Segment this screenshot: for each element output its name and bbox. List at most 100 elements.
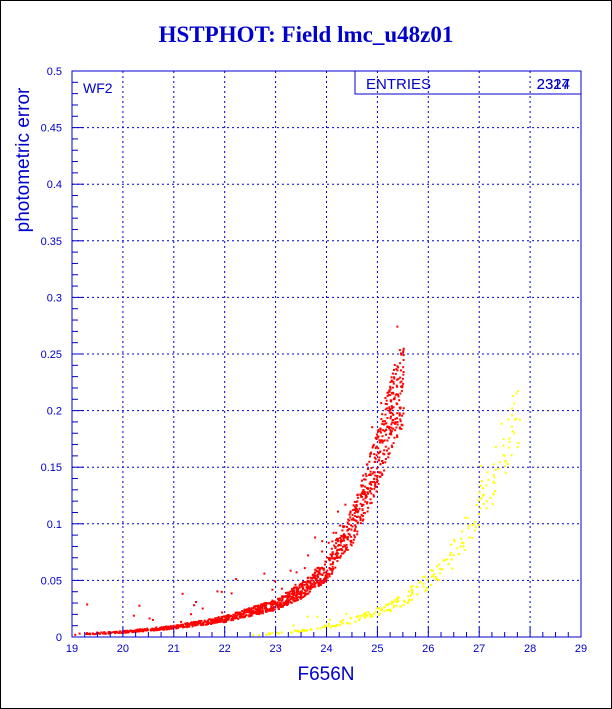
data-point [272,600,275,603]
data-point [163,625,166,628]
data-point [232,617,235,620]
data-point [392,414,395,416]
data-point [431,569,434,572]
data-point [381,435,384,438]
data-point [395,426,398,429]
data-point [188,625,191,628]
data-point [485,507,488,510]
data-point [373,612,376,615]
data-point [416,593,419,596]
data-point [263,572,266,575]
data-point [317,576,320,578]
data-point [339,537,342,539]
stats-entries-value-2: 2314 [537,76,570,93]
data-point [337,556,340,559]
data-point [269,632,271,635]
data-point [302,587,305,590]
data-point [377,451,380,454]
data-point [257,604,260,607]
data-point [466,516,469,519]
data-point [492,492,495,495]
data-point [160,626,163,629]
data-point [369,470,372,473]
data-point [87,633,89,635]
data-point [304,592,307,595]
data-point [93,633,96,636]
data-point [397,600,400,603]
data-point [366,487,369,490]
data-point [294,583,297,586]
data-point [336,551,338,554]
data-point [392,382,395,385]
data-point [399,381,402,384]
data-point [248,614,251,617]
data-point [376,607,379,610]
data-point [292,624,295,627]
data-point [252,607,255,610]
data-point [241,610,244,613]
data-point [356,500,359,503]
data-point [390,405,393,408]
data-point [146,627,149,630]
data-point [262,602,265,605]
data-point [306,576,309,579]
data-point [402,373,405,376]
data-point [410,586,413,589]
data-point [375,438,378,440]
data-point [317,566,320,569]
data-point [273,580,276,583]
data-point [259,610,262,613]
data-point [461,530,464,533]
data-point [477,524,480,526]
data-point [313,573,316,576]
x-tick-label: 28 [524,643,536,655]
data-point [373,453,376,456]
data-point [343,534,346,537]
data-point [319,573,322,576]
data-point [267,602,270,605]
data-point [277,632,280,635]
data-point [302,592,305,595]
data-point [266,609,269,612]
data-point [376,475,379,478]
data-point [503,465,506,468]
data-point [340,538,343,541]
data-point [283,604,286,606]
data-point [297,596,300,599]
data-point [85,632,88,635]
data-point [494,446,497,449]
data-point [227,618,230,621]
data-point [334,553,337,556]
data-point [328,622,330,625]
data-point [340,534,343,537]
data-point [326,576,329,579]
data-point [396,369,399,372]
data-point [329,618,331,621]
data-point [314,582,317,585]
data-point [446,558,449,561]
data-point [366,491,369,494]
data-point [244,615,246,618]
data-point [379,431,382,434]
data-point [351,525,354,528]
data-point [354,529,357,532]
data-point [203,619,206,622]
data-point [383,439,386,442]
data-point [314,574,317,577]
data-point [250,607,253,610]
data-point [386,609,388,612]
data-point [248,611,251,613]
data-point [237,611,240,614]
data-point [500,422,503,425]
data-point [341,552,343,555]
data-point [387,447,390,450]
data-point [159,628,161,631]
data-point [196,623,199,626]
data-point [304,629,307,632]
data-point [360,513,363,516]
data-point [243,608,246,611]
data-point [385,403,388,406]
data-point [357,509,360,512]
y-tick-label: 0.35 [41,236,62,248]
data-point [281,595,283,598]
